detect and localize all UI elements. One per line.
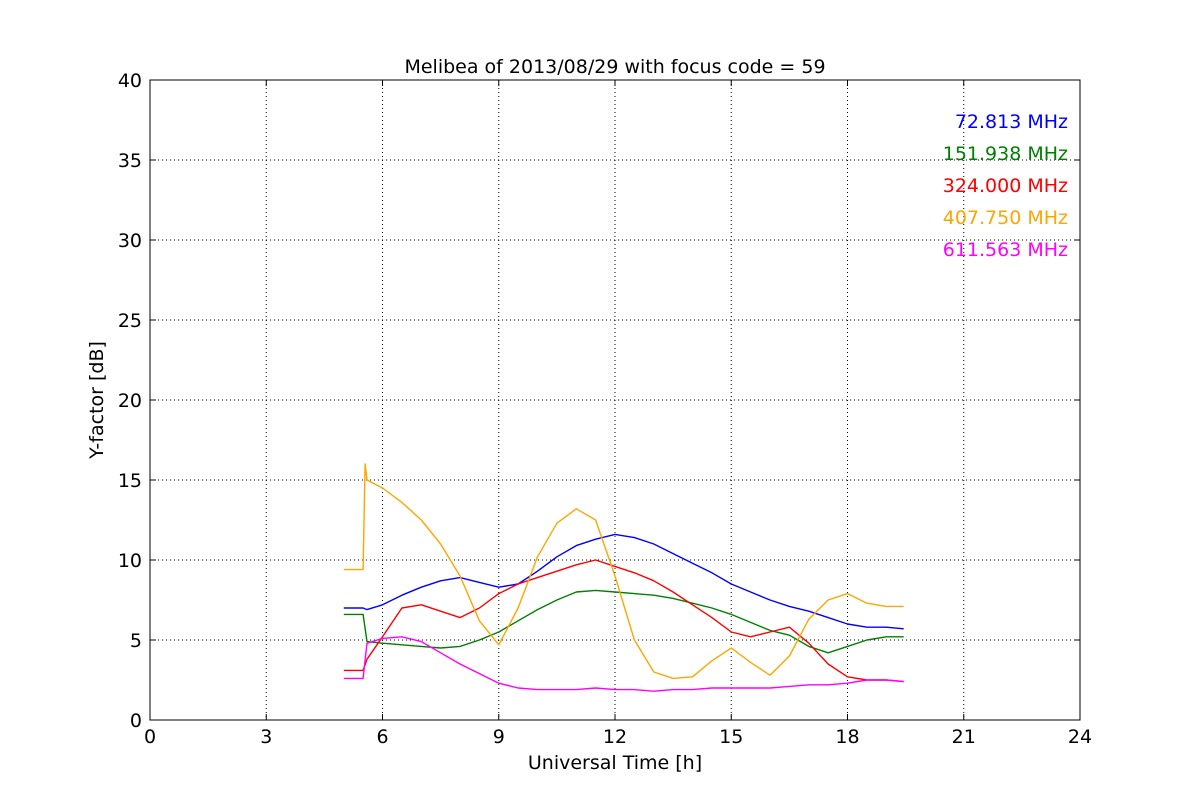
y-tick-label: 5: [130, 630, 142, 652]
series-group: [343, 463, 904, 692]
legend-entry-4: 407.750 MHz: [943, 207, 1068, 229]
x-tick-label: 24: [1068, 726, 1092, 748]
x-axis-label: Universal Time [h]: [528, 752, 702, 774]
chart-title: Melibea of 2013/08/29 with focus code = …: [404, 56, 825, 78]
series-line-3: [343, 559, 904, 683]
series-line-1: [343, 533, 904, 630]
x-tick-label: 3: [260, 726, 272, 748]
x-tick-label: 0: [144, 726, 156, 748]
y-tick-label: 30: [118, 230, 142, 252]
legend-entry-3: 324.000 MHz: [943, 175, 1068, 197]
y-axis-label: Y-factor [dB]: [86, 341, 108, 460]
legend: 72.813 MHz 151.938 MHz 324.000 MHz 407.750 …: [943, 111, 1068, 261]
y-tick-label: 40: [118, 70, 142, 92]
series-line-2: [343, 589, 904, 654]
series-line-5: [343, 636, 904, 692]
y-tick-label: 35: [118, 150, 142, 172]
x-tick-label: 18: [835, 726, 859, 748]
legend-entry-5: 611.563 MHz: [943, 239, 1068, 261]
ticks-group: [149, 79, 1081, 721]
y-tick-label: 10: [118, 550, 142, 572]
legend-entry-1: 72.813 MHz: [955, 111, 1068, 133]
tick-labels-group: 0 3 6 9 12 15 18 21 24 0 5 10 15 20 25 30 35 40: [118, 70, 1092, 748]
y-tick-label: 0: [130, 710, 142, 732]
y-tick-label: 25: [118, 310, 142, 332]
y-tick-label: 15: [118, 470, 142, 492]
x-tick-label: 6: [376, 726, 388, 748]
x-tick-label: 21: [952, 726, 976, 748]
x-tick-label: 15: [719, 726, 743, 748]
legend-entry-2: 151.938 MHz: [943, 143, 1068, 165]
x-tick-label: 12: [603, 726, 627, 748]
x-tick-label: 9: [493, 726, 505, 748]
series-line-4: [343, 463, 904, 680]
y-tick-label: 20: [118, 390, 142, 412]
